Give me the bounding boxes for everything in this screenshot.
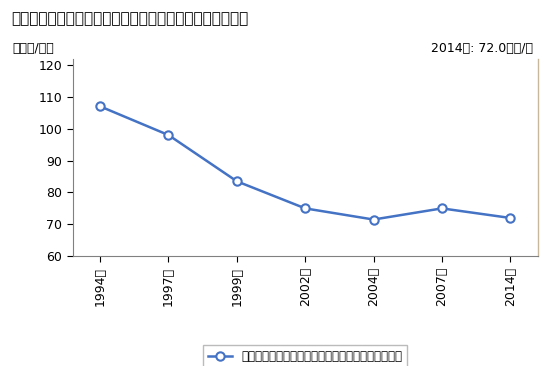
その他の小売業の店舗１平米当たり年間商品販売額 [165, 133, 172, 137]
Legend: その他の小売業の店舗１平米当たり年間商品販売額: その他の小売業の店舗１平米当たり年間商品販売額 [203, 345, 407, 366]
Line: その他の小売業の店舗１平米当たり年間商品販売額: その他の小売業の店舗１平米当たり年間商品販売額 [96, 102, 515, 224]
Text: ［万円/㎡］: ［万円/㎡］ [12, 42, 54, 55]
その他の小売業の店舗１平米当たり年間商品販売額 [370, 217, 377, 222]
Text: 2014年: 72.0万円/㎡: 2014年: 72.0万円/㎡ [431, 42, 533, 55]
その他の小売業の店舗１平米当たり年間商品販売額 [507, 216, 514, 220]
その他の小売業の店舗１平米当たり年間商品販売額 [97, 104, 104, 109]
その他の小売業の店舗１平米当たり年間商品販売額 [438, 206, 445, 210]
その他の小売業の店舗１平米当たり年間商品販売額 [234, 179, 240, 183]
Text: その他の小売業の店舗１平米当たり年間商品販売額の推移: その他の小売業の店舗１平米当たり年間商品販売額の推移 [11, 11, 249, 26]
その他の小売業の店舗１平米当たり年間商品販売額 [302, 206, 309, 210]
